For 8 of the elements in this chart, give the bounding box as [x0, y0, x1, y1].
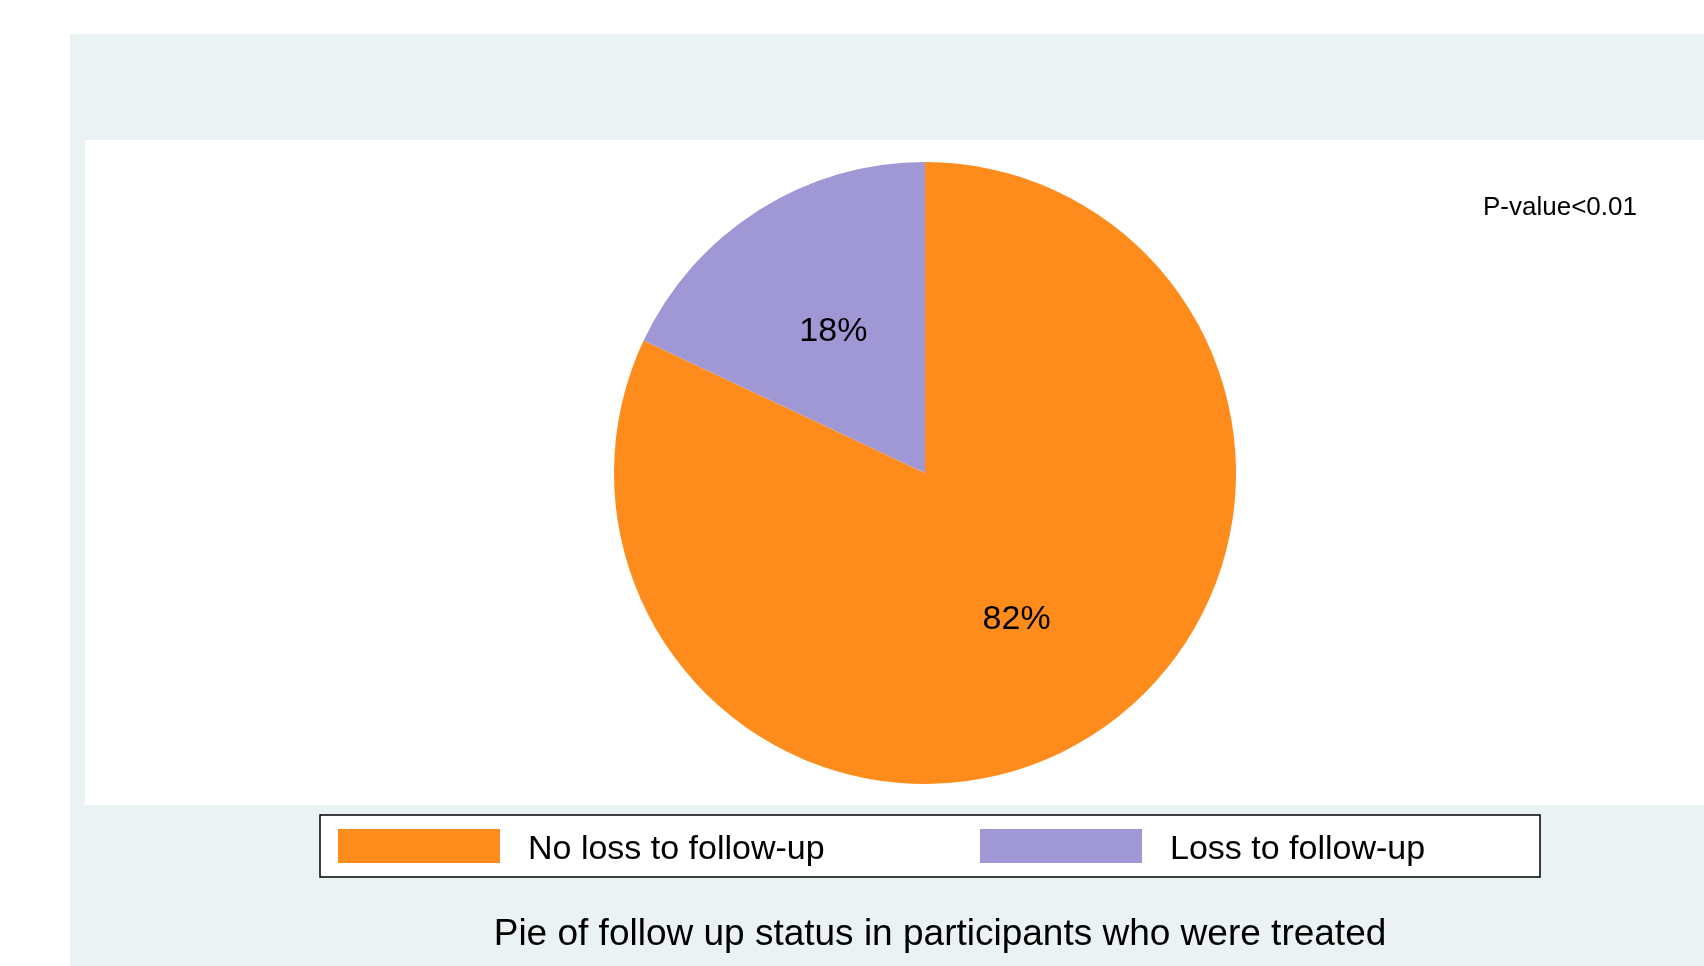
data-label: 82% — [982, 598, 1051, 637]
text: Pie of follow up status in participants who were treated — [493, 912, 1387, 953]
legend-label: Loss to follow-up — [1170, 828, 1426, 866]
pie-slice — [643, 162, 925, 473]
text: P-value<0.01 — [1483, 191, 1637, 221]
data-label: 18% — [799, 309, 868, 348]
pie-slice — [614, 162, 1236, 784]
legend-label: No loss to follow-up — [528, 828, 825, 866]
